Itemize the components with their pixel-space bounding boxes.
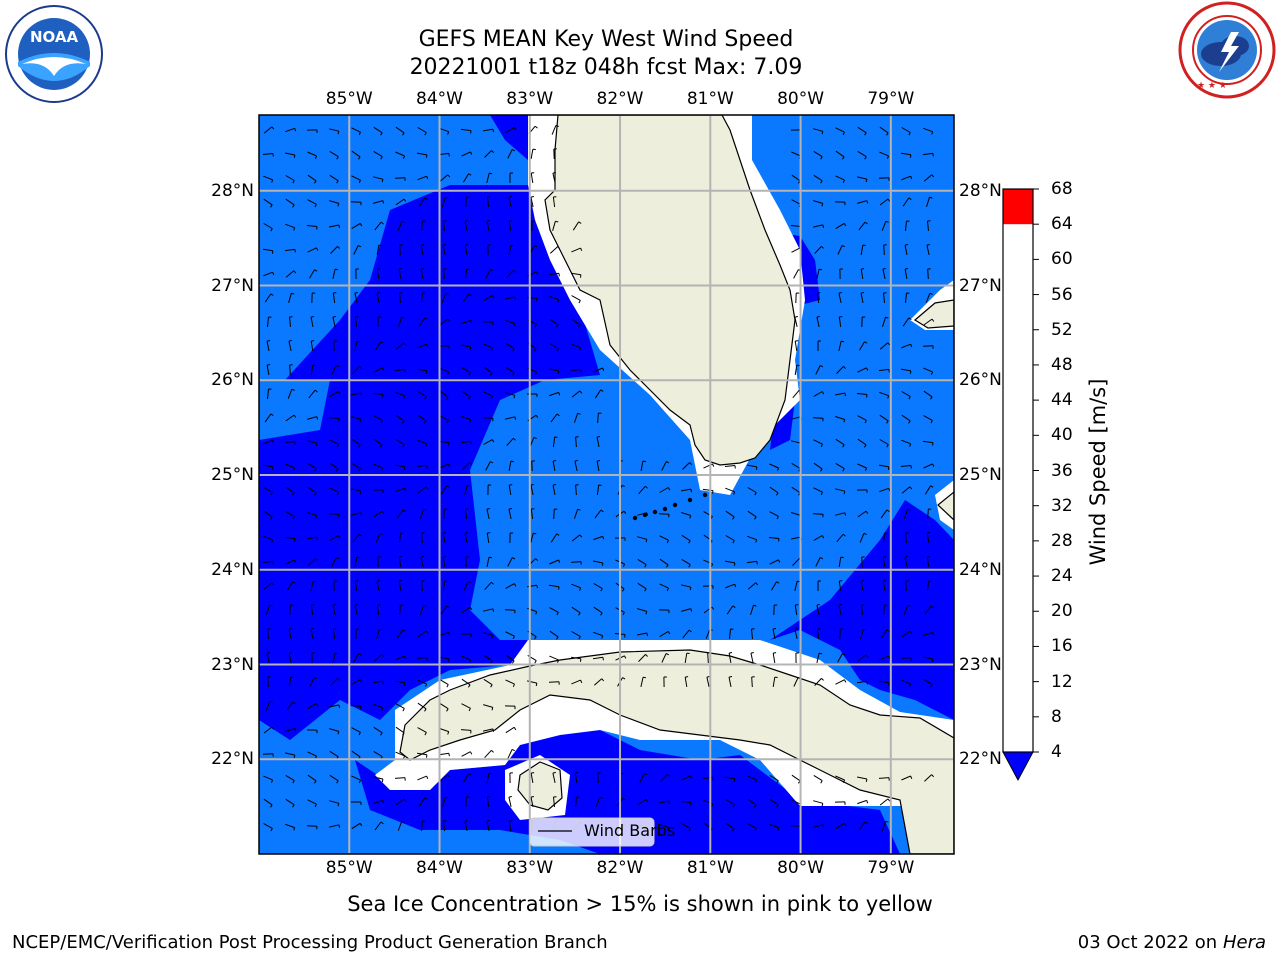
lat-label-left: 25°N	[211, 465, 254, 486]
lon-label-bottom: 81°W	[686, 858, 734, 878]
colorbar-tick-label: 16	[1051, 636, 1073, 657]
footer-date: 03 Oct 2022 on Hera	[1078, 932, 1266, 954]
colorbar-tick-label: 24	[1051, 566, 1073, 587]
wind-zone-south	[355, 730, 900, 854]
lon-label-top: 81°W	[686, 89, 734, 109]
lat-label-right: 27°N	[959, 275, 1002, 296]
gridlines	[259, 115, 954, 854]
colorbar-tick-label: 32	[1051, 495, 1073, 516]
footer-org: NCEP/EMC/Verification Post Processing Pr…	[12, 932, 608, 953]
colorbar-tick-label: 20	[1051, 601, 1073, 622]
colorbar-label: Wind Speed [m/s]	[1086, 378, 1110, 566]
chart-title: GEFS MEAN Key West Wind Speed	[418, 27, 794, 52]
lat-label-right: 25°N	[959, 465, 1002, 486]
colorbar-tick-label: 28	[1051, 530, 1073, 551]
andros-island	[913, 299, 954, 329]
colorbar-tick-label: 56	[1051, 284, 1073, 305]
lat-label-right: 23°N	[959, 654, 1002, 675]
colorbar-tick-label: 64	[1051, 214, 1073, 235]
colorbar-tick-label: 8	[1051, 706, 1062, 727]
footer-date-text: 03 Oct 2022 on	[1077, 932, 1218, 953]
legend-box	[529, 817, 655, 847]
lon-label-bottom: 85°W	[325, 858, 373, 878]
svg-text:★ ★ ★: ★ ★ ★	[1197, 81, 1227, 91]
lon-label-top: 82°W	[596, 89, 644, 109]
colorbar-tick-label: 44	[1051, 390, 1073, 411]
colorbar-tick-label: 40	[1051, 425, 1073, 446]
colorbar-tick-label: 60	[1051, 249, 1073, 270]
lat-label-left: 22°N	[211, 749, 254, 770]
bahamas-south	[937, 491, 954, 521]
footer-machine: Hera	[1222, 932, 1266, 953]
lat-label-right: 24°N	[959, 559, 1002, 580]
lon-label-bottom: 83°W	[506, 858, 554, 878]
nws-logo: ★ ★ ★	[1177, 0, 1277, 100]
caption: Sea Ice Concentration > 15% is shown in …	[347, 892, 933, 916]
lon-label-bottom: 84°W	[416, 858, 463, 878]
lon-label-bottom: 82°W	[596, 858, 644, 878]
lat-label-left: 28°N	[211, 180, 254, 201]
lat-label-right: 26°N	[959, 370, 1002, 391]
lon-label-top: 85°W	[325, 89, 373, 109]
wind-barbs	[262, 124, 935, 832]
lat-label-left: 27°N	[211, 275, 254, 296]
map-frame	[258, 114, 955, 855]
colorbar-tick-label: 4	[1051, 742, 1062, 762]
noaa-logo-text: NOAA	[30, 28, 79, 46]
lon-label-bottom: 79°W	[867, 858, 915, 878]
lat-label-left: 24°N	[211, 559, 254, 580]
lon-label-top: 83°W	[506, 89, 554, 109]
colorbar-tick-label: 36	[1051, 460, 1073, 481]
chart-subtitle: 20221001 t18z 048h fcst Max: 7.09	[409, 55, 803, 80]
legend-label: Wind Barbs	[584, 821, 676, 840]
colorbar-tick-label: 48	[1051, 354, 1073, 375]
lat-label-right: 22°N	[959, 749, 1002, 770]
lat-label-left: 23°N	[211, 654, 254, 675]
colorbar-bin-top	[1003, 189, 1033, 225]
cuba-land	[399, 649, 954, 854]
colorbar-extend-arrow	[1002, 751, 1034, 782]
colorbar-tick-label: 12	[1051, 671, 1073, 692]
colorbar-frame	[1002, 188, 1034, 753]
lon-label-bottom: 80°W	[777, 858, 825, 878]
colorbar-tick-label: 68	[1051, 179, 1073, 199]
colorbar-tick-label: 52	[1051, 319, 1073, 340]
lon-label-top: 80°W	[777, 89, 825, 109]
lat-label-left: 26°N	[211, 370, 254, 391]
lon-label-top: 79°W	[867, 89, 915, 109]
noaa-logo: NOAA	[4, 4, 104, 104]
lat-label-right: 28°N	[959, 180, 1002, 201]
lon-label-top: 84°W	[416, 89, 463, 109]
